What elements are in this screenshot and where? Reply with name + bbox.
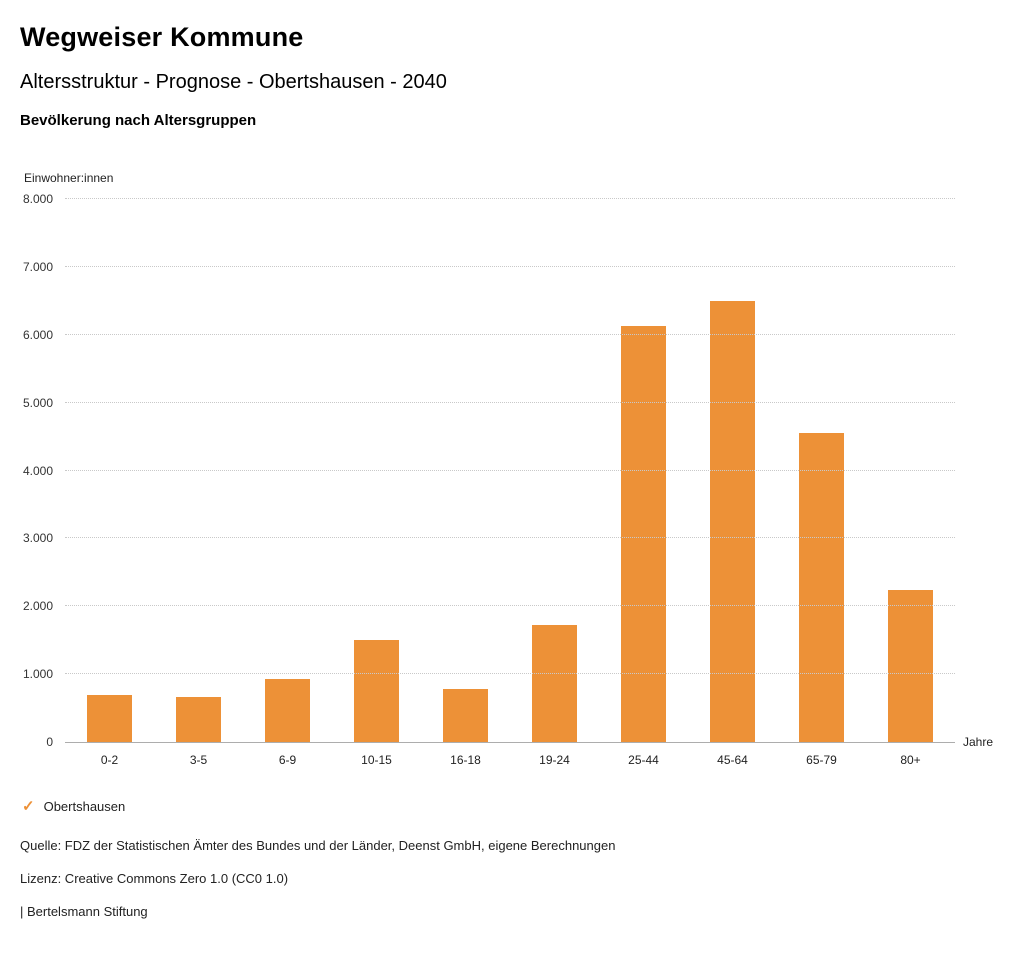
chart-subtitle: Altersstruktur - Prognose - Obertshausen… [20,71,447,93]
bar-10-15[interactable] [354,640,399,742]
legend-item-obertshausen[interactable]: ✓ Obertshausen [22,799,125,814]
bar-3-5[interactable] [176,696,221,742]
gridline [65,605,955,607]
bar-0-2[interactable] [87,694,132,742]
page-title: Wegweiser Kommune [20,22,304,52]
y-tick-label: 2.000 [22,599,53,614]
bar-column [599,199,688,742]
bar-column [866,199,955,742]
x-tick-label: 45-64 [717,753,748,767]
y-tick-label: 3.000 [22,531,53,546]
gridline [65,333,955,335]
brand-text: | Bertelsmann Stiftung [20,904,148,919]
gridline [65,198,955,199]
bar-column [243,199,332,742]
bar-25-44[interactable] [621,325,666,742]
y-tick-label: 1.000 [22,667,53,682]
x-tick-label: 0-2 [100,753,119,767]
chart-section-title: Bevölkerung nach Altersgruppen [20,112,257,129]
y-tick-label: 7.000 [22,259,53,274]
license-text: Lizenz: Creative Commons Zero 1.0 (CC0 1… [20,871,289,886]
bar-65-79[interactable] [799,432,844,742]
y-tick-label: 5.000 [22,395,53,410]
source-text: Quelle: FDZ der Statistischen Ämter des … [20,838,616,853]
gridline [65,265,955,267]
y-tick-label: 8.000 [22,192,53,206]
footer: Quelle: FDZ der Statistischen Ämter des … [20,838,1004,919]
x-tick-label: 80+ [900,753,921,767]
bar-column [510,199,599,742]
y-tick-label: 6.000 [22,327,53,342]
gridline [65,673,955,675]
y-tick-label: 4.000 [22,463,53,478]
check-icon: ✓ [22,798,35,815]
bar-45-64[interactable] [710,300,755,742]
x-tick-label: 6-9 [278,753,297,767]
x-tick-label: 16-18 [450,753,481,767]
gridline [65,469,955,471]
bar-column [421,199,510,742]
bar-column [688,199,777,742]
y-tick-label: 0 [46,735,53,749]
report-page: Wegweiser Kommune Altersstruktur - Progn… [0,22,1024,919]
bar-column [332,199,421,742]
x-tick-label: 10-15 [361,753,392,767]
bar-column [65,199,154,742]
gridline [65,401,955,403]
bar-column [154,199,243,742]
bar-6-9[interactable] [265,678,310,742]
gridline [65,537,955,539]
bar-16-18[interactable] [443,689,488,742]
bar-19-24[interactable] [532,625,577,742]
x-tick-label: 65-79 [806,753,837,767]
legend-label: Obertshausen [43,799,126,814]
bar-80+[interactable] [888,589,933,742]
x-axis-unit-label: Jahre [963,735,994,749]
x-tick-label: 19-24 [539,753,570,767]
bar-chart-plot-area: Jahre 0 1.000 2.000 3.000 4.000 5.000 6.000 7.0… [23,192,993,749]
y-axis-unit-label: Einwohner:innen [24,171,114,185]
bars-container [65,199,955,742]
x-tick-label: 25-44 [628,753,659,767]
x-axis-labels: 0-2 3-5 6-9 10-15 16-18 19-24 25-44 45-64 65-79 8… [65,753,955,767]
bar-column [777,199,866,742]
x-tick-label: 3-5 [189,753,208,767]
